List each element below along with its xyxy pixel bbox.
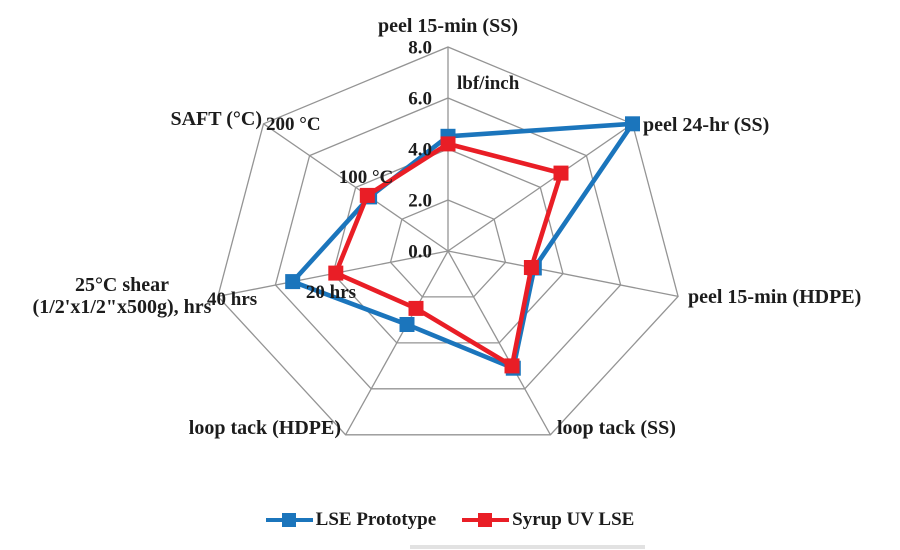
grid-spoke [447, 123, 633, 252]
series-marker [625, 116, 640, 132]
series-marker [399, 317, 415, 332]
legend-item-lse-prototype: LSE Prototype [265, 509, 437, 531]
series-marker [328, 265, 344, 281]
grid-ring [274, 97, 622, 390]
radial-tick-label: 2.0 [408, 191, 432, 212]
axis-label-peel-24hr-ss: peel 24-hr (SS) [643, 114, 769, 136]
radar-chart-svg: 0.0 2.0 4.0 6.0 8.0 lbf/inch 200 °C 100 °C 40 hr… [33, 15, 862, 439]
grid-spoke [263, 123, 449, 252]
legend-item-syrup-uv-lse: Syrup UV LSE [462, 509, 634, 531]
grid-ring [217, 46, 679, 436]
radial-tick-label: 0.0 [408, 242, 432, 263]
grid-spoke [447, 250, 679, 298]
radar-chart: 0.0 2.0 4.0 6.0 8.0 lbf/inch 200 °C 100 °C 40 hr… [33, 15, 862, 439]
series-marker [553, 165, 569, 181]
axis-label-loop-tack-ss: loop tack (SS) [557, 417, 676, 439]
axis-label-peel-15min-hdpe: peel 15-min (HDPE) [688, 286, 861, 308]
grid-spoke [345, 250, 449, 436]
series-marker [359, 187, 375, 203]
axis-label-shear-25c: (1/2'x1/2"x500g), hrs [33, 296, 212, 318]
saft-max-label: 200 °C [266, 114, 321, 135]
legend: LSE Prototype Syrup UV LSE [0, 509, 900, 531]
saft-mid-label: 100 °C [339, 167, 394, 188]
legend-label: LSE Prototype [315, 509, 437, 530]
chart-labels: 0.0 2.0 4.0 6.0 8.0 lbf/inch 200 °C 100 °C 40 hr… [33, 15, 862, 439]
shear-max-label: 40 hrs [207, 289, 257, 310]
shear-mid-label: 20 hrs [306, 282, 356, 303]
series-marker [440, 136, 456, 152]
radial-tick-label: 4.0 [408, 140, 432, 161]
axis-label-shear-25c: 25°C shear [75, 274, 169, 296]
series-line [332, 141, 564, 370]
unit-label: lbf/inch [457, 73, 520, 94]
series-marker [408, 300, 424, 316]
radar-grid [217, 46, 679, 436]
legend-marker-blue-square-icon [265, 512, 313, 528]
grid-spoke [447, 250, 551, 436]
series-line [288, 121, 638, 372]
axis-label-loop-tack-hdpe: loop tack (HDPE) [189, 417, 341, 439]
legend-marker-red-square-icon [462, 512, 510, 528]
bottom-artifact-bar [410, 545, 645, 549]
axis-label-saft: SAFT (°C) [170, 108, 262, 130]
grid-ring [389, 199, 507, 298]
series-marker [523, 260, 539, 275]
axis-label-peel-15min-ss: peel 15-min (SS) [378, 15, 518, 37]
series-marker [285, 274, 301, 290]
series-syrup-uv-lse [328, 136, 569, 374]
legend-label: Syrup UV LSE [512, 509, 635, 530]
radial-tick-label: 8.0 [408, 38, 432, 59]
radial-tick-label: 6.0 [408, 89, 432, 110]
series-marker [504, 358, 520, 374]
